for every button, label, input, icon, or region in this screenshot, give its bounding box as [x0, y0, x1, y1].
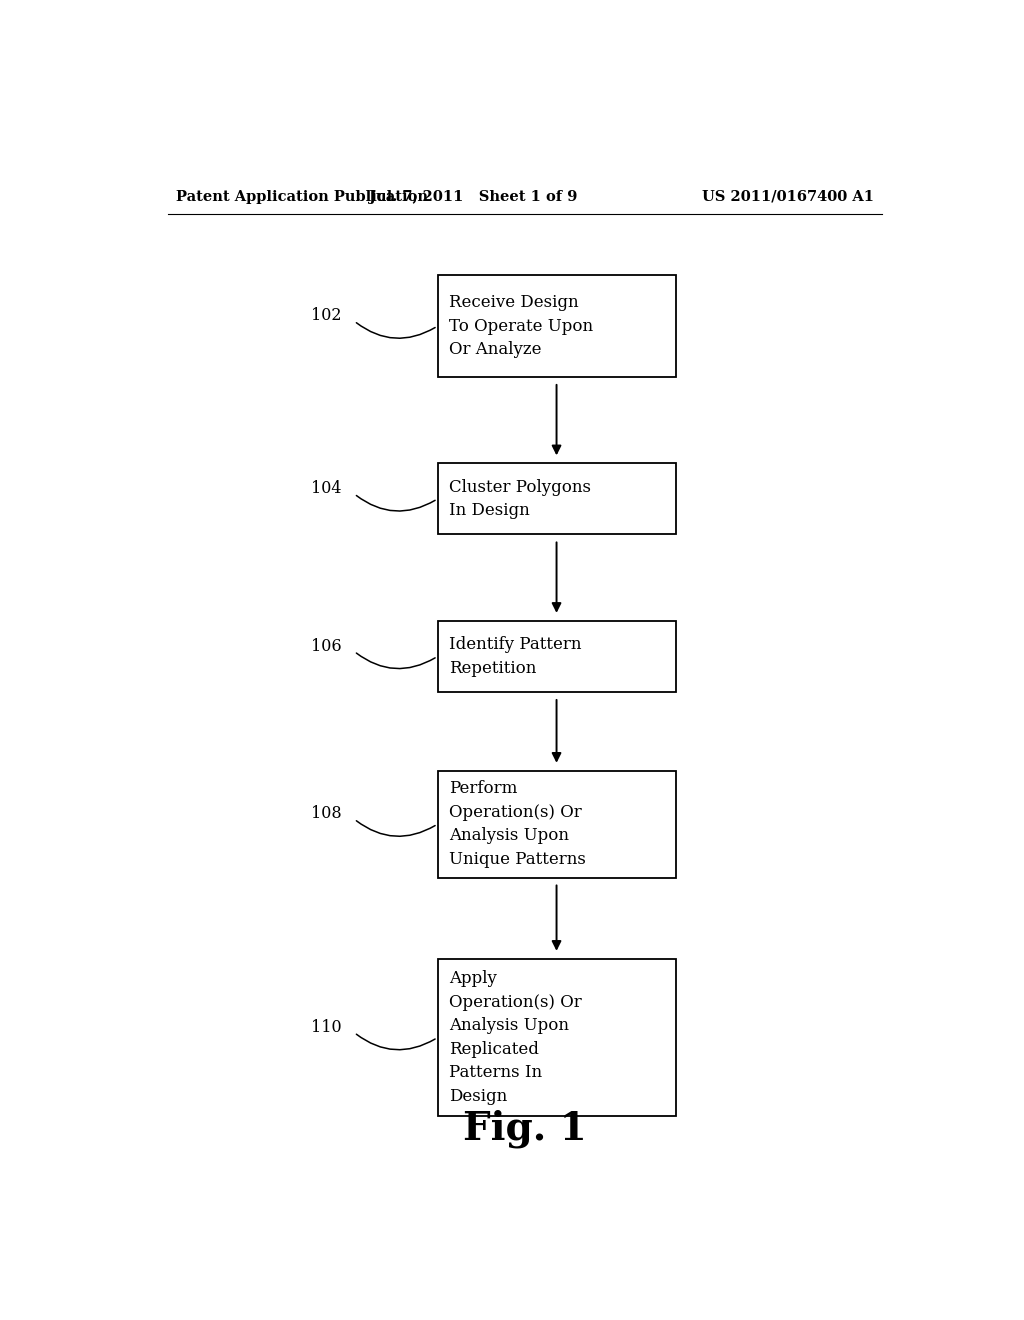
Text: 104: 104 — [310, 480, 341, 498]
Text: 108: 108 — [310, 805, 341, 822]
Text: US 2011/0167400 A1: US 2011/0167400 A1 — [702, 190, 873, 203]
Bar — [437, 463, 676, 535]
Text: Perform
Operation(s) Or
Analysis Upon
Unique Patterns: Perform Operation(s) Or Analysis Upon Un… — [450, 780, 587, 867]
Bar — [437, 620, 676, 692]
Bar — [437, 958, 676, 1117]
Bar — [437, 276, 676, 378]
Text: Receive Design
To Operate Upon
Or Analyze: Receive Design To Operate Upon Or Analyz… — [450, 294, 594, 358]
Text: Jul. 7, 2011   Sheet 1 of 9: Jul. 7, 2011 Sheet 1 of 9 — [369, 190, 578, 203]
Text: Identify Pattern
Repetition: Identify Pattern Repetition — [450, 636, 582, 677]
Text: 110: 110 — [310, 1019, 341, 1036]
Text: 102: 102 — [310, 308, 341, 325]
Bar — [437, 771, 676, 878]
Text: Patent Application Publication: Patent Application Publication — [176, 190, 428, 203]
Text: Apply
Operation(s) Or
Analysis Upon
Replicated
Patterns In
Design: Apply Operation(s) Or Analysis Upon Repl… — [450, 970, 583, 1105]
Text: Cluster Polygons
In Design: Cluster Polygons In Design — [450, 479, 592, 519]
Text: Fig. 1: Fig. 1 — [463, 1110, 587, 1148]
Text: 106: 106 — [310, 638, 341, 655]
